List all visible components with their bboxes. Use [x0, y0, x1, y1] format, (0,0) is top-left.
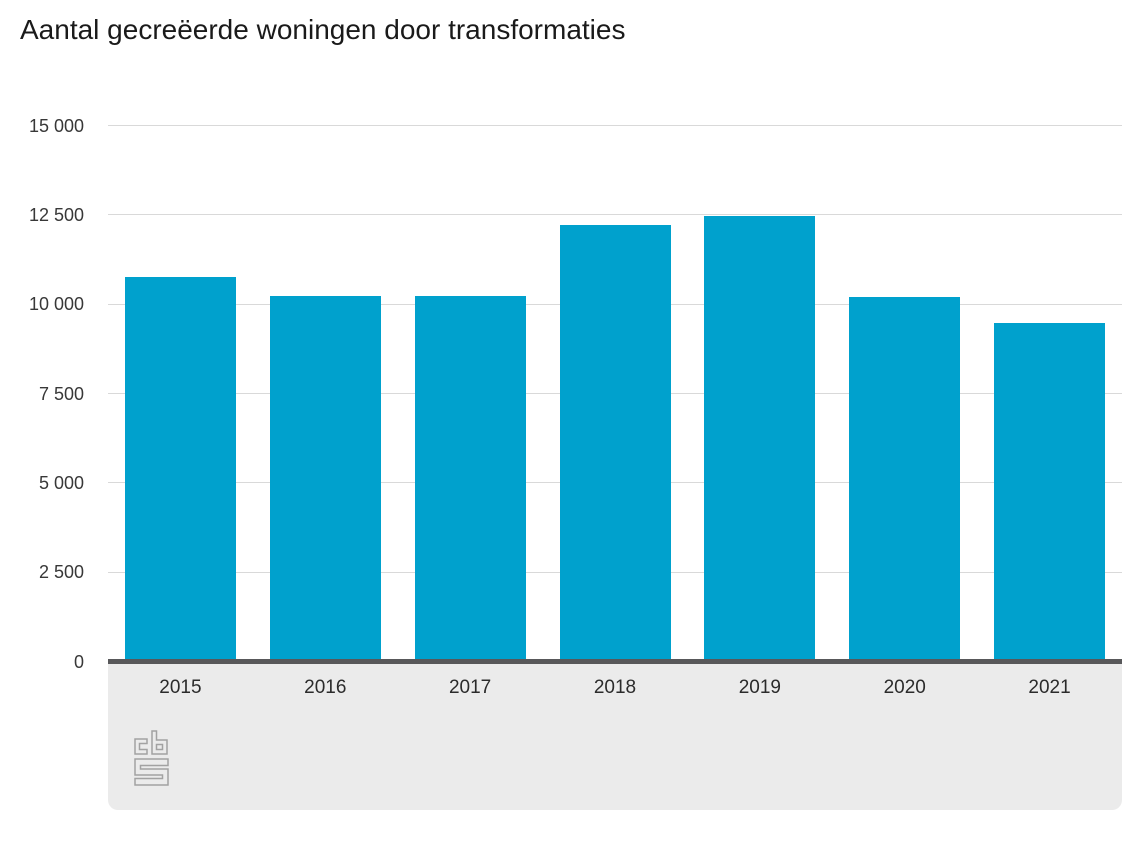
bar-2018[interactable] [559, 224, 671, 662]
bar-2020[interactable] [849, 297, 961, 662]
x-axis-line [108, 659, 1122, 664]
bar-2016[interactable] [269, 295, 381, 662]
y-tick-label-2500: 2 500 [38, 562, 84, 583]
x-axis-label-2015: 2015 [159, 677, 202, 698]
y-tick-label-12500: 12 500 [28, 204, 84, 225]
cbs-logo-icon [134, 730, 169, 786]
y-tick-label-0: 0 [73, 651, 84, 672]
y-tick-label-10000: 10 000 [28, 294, 84, 315]
chart-footer: 2015 2016 2017 2018 2019 2020 2021 [108, 664, 1122, 810]
y-tick-label-15000: 15 000 [28, 115, 84, 136]
x-axis-label-2019: 2019 [738, 677, 781, 698]
bar-2019[interactable] [704, 215, 816, 662]
bar-2017[interactable] [414, 295, 526, 662]
gridline-15000 [108, 125, 1122, 126]
x-axis-label-2021: 2021 [1028, 677, 1071, 698]
bar-2021[interactable] [994, 322, 1106, 662]
x-axis-label-2016: 2016 [304, 677, 347, 698]
bar-2015[interactable] [124, 276, 236, 662]
chart-title: Aantal gecreëerde woningen door transfor… [20, 14, 626, 45]
x-axis-label-2020: 2020 [883, 677, 926, 698]
y-tick-label-7500: 7 500 [38, 383, 84, 404]
x-axis-label-2018: 2018 [593, 677, 637, 698]
gridline-12500 [108, 214, 1122, 216]
x-axis-label-2017: 2017 [448, 677, 492, 698]
y-tick-label-5000: 5 000 [38, 472, 84, 493]
